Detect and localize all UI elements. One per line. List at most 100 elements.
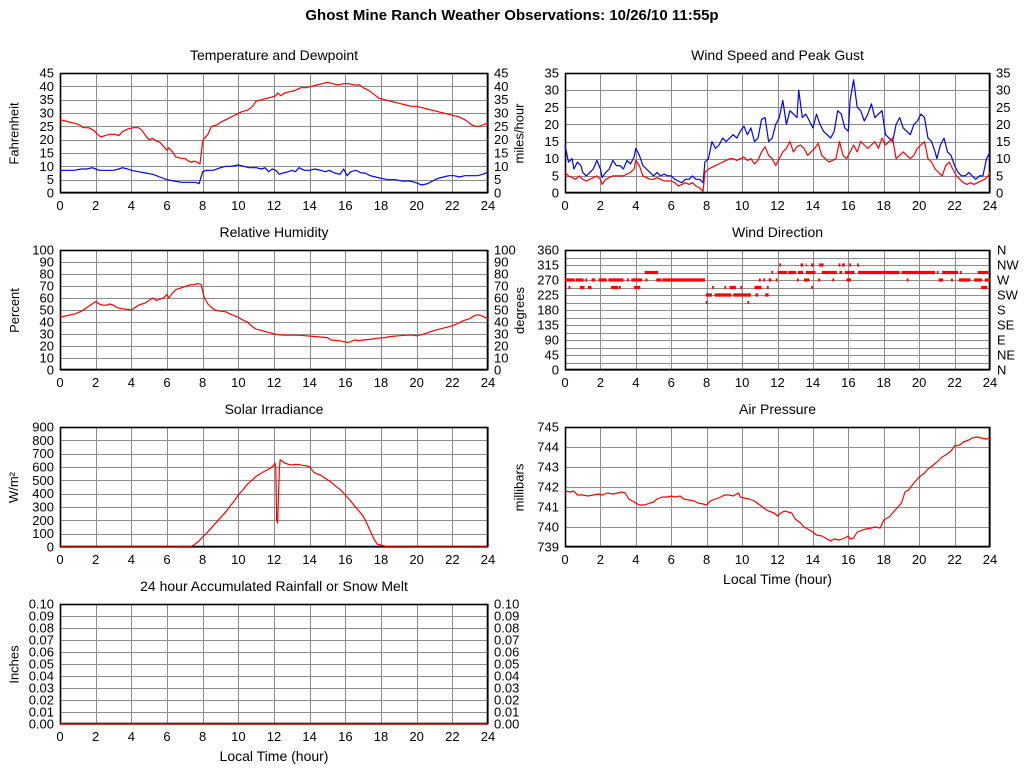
svg-text:40: 40 xyxy=(40,315,54,330)
y-axis-label-text: millibars xyxy=(511,463,527,511)
svg-text:739: 739 xyxy=(537,540,559,555)
svg-text:22: 22 xyxy=(445,729,459,744)
svg-text:10: 10 xyxy=(40,351,54,366)
svg-text:10: 10 xyxy=(231,729,245,744)
svg-text:24: 24 xyxy=(983,375,997,390)
svg-text:30: 30 xyxy=(40,327,54,342)
svg-text:742: 742 xyxy=(537,480,559,495)
chart-wind-speed-peak-gust: Wind Speed and Peak Gust miles/hour 35 35… xyxy=(512,47,1011,213)
x-axis-label: Local Time (hour) xyxy=(723,571,832,587)
svg-text:18: 18 xyxy=(374,198,388,213)
y-axis-label-text: degrees xyxy=(511,286,527,334)
svg-text:16: 16 xyxy=(841,375,855,390)
svg-text:100: 100 xyxy=(32,243,54,258)
svg-text:N: N xyxy=(997,363,1006,378)
svg-text:15: 15 xyxy=(996,134,1010,149)
svg-text:100: 100 xyxy=(494,243,516,258)
svg-text:20: 20 xyxy=(912,198,926,213)
svg-text:30: 30 xyxy=(494,106,508,121)
svg-text:10: 10 xyxy=(735,198,749,213)
svg-text:20: 20 xyxy=(494,339,508,354)
svg-text:0: 0 xyxy=(561,552,568,567)
svg-text:18: 18 xyxy=(877,552,891,567)
svg-text:12: 12 xyxy=(267,375,281,390)
svg-text:300: 300 xyxy=(32,500,54,515)
svg-text:20: 20 xyxy=(912,375,926,390)
svg-text:18: 18 xyxy=(877,198,891,213)
y-axis-label-text: W/m² xyxy=(6,471,22,503)
svg-text:24: 24 xyxy=(983,552,997,567)
svg-text:25: 25 xyxy=(494,119,508,134)
svg-text:22: 22 xyxy=(445,552,459,567)
svg-text:744: 744 xyxy=(537,440,559,455)
svg-text:2: 2 xyxy=(92,552,99,567)
chart-title: Solar Irradiance xyxy=(224,401,324,417)
y-axis-label-text: Inches xyxy=(6,644,22,684)
svg-text:24: 24 xyxy=(481,552,495,567)
svg-text:E: E xyxy=(997,333,1006,348)
svg-text:0.01: 0.01 xyxy=(494,705,519,720)
chart-title: Air Pressure xyxy=(738,401,817,417)
svg-text:135: 135 xyxy=(537,318,559,333)
svg-text:80: 80 xyxy=(40,267,54,282)
svg-text:6: 6 xyxy=(163,375,170,390)
svg-text:2: 2 xyxy=(597,375,604,390)
chart-air-pressure: Air Pressure millibars 745 744 743 742 741 74… xyxy=(512,401,998,587)
svg-text:800: 800 xyxy=(32,433,54,448)
svg-text:0: 0 xyxy=(494,363,501,378)
svg-text:0: 0 xyxy=(56,375,63,390)
svg-text:12: 12 xyxy=(267,198,281,213)
page-title: Ghost Mine Ranch Weather Observations: 1… xyxy=(305,7,719,24)
svg-text:0.08: 0.08 xyxy=(29,621,54,636)
svg-text:5: 5 xyxy=(996,168,1003,183)
chart-title: Wind Speed and Peak Gust xyxy=(691,47,864,63)
svg-text:743: 743 xyxy=(537,460,559,475)
svg-text:18: 18 xyxy=(374,552,388,567)
svg-text:16: 16 xyxy=(338,375,352,390)
svg-text:0.09: 0.09 xyxy=(494,609,519,624)
svg-text:24: 24 xyxy=(983,198,997,213)
svg-text:4: 4 xyxy=(632,375,639,390)
svg-text:NW: NW xyxy=(997,258,1019,273)
svg-text:180: 180 xyxy=(537,303,559,318)
svg-text:18: 18 xyxy=(374,729,388,744)
svg-text:4: 4 xyxy=(128,375,135,390)
svg-text:6: 6 xyxy=(163,552,170,567)
svg-text:12: 12 xyxy=(267,729,281,744)
svg-text:14: 14 xyxy=(806,552,820,567)
y-axis-label: Percent xyxy=(4,250,24,370)
svg-text:25: 25 xyxy=(996,100,1010,115)
svg-text:741: 741 xyxy=(537,500,559,515)
svg-text:0.10: 0.10 xyxy=(494,597,519,612)
svg-text:W: W xyxy=(997,273,1010,288)
svg-text:12: 12 xyxy=(770,552,784,567)
y-axis-label-text: Percent xyxy=(6,287,22,333)
y-axis-label: Fahrenheit xyxy=(4,73,24,193)
svg-text:15: 15 xyxy=(494,146,508,161)
svg-text:0: 0 xyxy=(561,198,568,213)
svg-text:20: 20 xyxy=(912,552,926,567)
chart-wind-direction: Wind Direction degrees 360 N 315 NW 270 W 225 S… xyxy=(512,224,1020,390)
svg-text:0.07: 0.07 xyxy=(29,633,54,648)
svg-text:12: 12 xyxy=(267,552,281,567)
svg-text:24: 24 xyxy=(481,198,495,213)
svg-text:40: 40 xyxy=(40,79,54,94)
svg-text:45: 45 xyxy=(545,348,559,363)
svg-text:0.05: 0.05 xyxy=(29,657,54,672)
svg-text:NE: NE xyxy=(997,348,1015,363)
svg-text:60: 60 xyxy=(494,291,508,306)
svg-text:14: 14 xyxy=(302,552,316,567)
svg-text:4: 4 xyxy=(632,198,639,213)
svg-text:6: 6 xyxy=(668,198,675,213)
svg-text:0.07: 0.07 xyxy=(494,633,519,648)
svg-text:45: 45 xyxy=(494,66,508,81)
svg-text:50: 50 xyxy=(40,303,54,318)
svg-text:0.02: 0.02 xyxy=(494,693,519,708)
svg-text:14: 14 xyxy=(806,375,820,390)
svg-text:100: 100 xyxy=(32,526,54,541)
chart-temperature-dewpoint: Temperature and Dewpoint Fahrenheit 45 45… xyxy=(7,47,509,213)
svg-text:8: 8 xyxy=(703,198,710,213)
